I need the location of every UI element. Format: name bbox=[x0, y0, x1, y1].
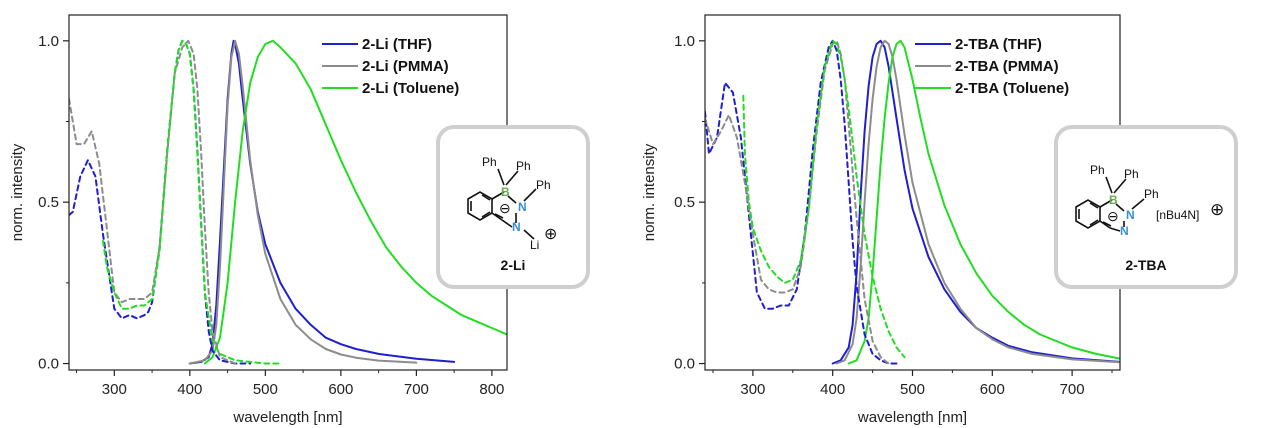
x-tick-label: 400 bbox=[820, 381, 845, 398]
inset-atom-ph-3: Ph bbox=[536, 178, 551, 192]
series-line-2-tba-toluene bbox=[847, 39, 1120, 365]
x-tick-label: 700 bbox=[404, 381, 429, 398]
inset-charge-plus: ⊕ bbox=[1210, 200, 1224, 219]
inset-atom-ph-1: Ph bbox=[1090, 163, 1105, 177]
x-tick-label: 300 bbox=[740, 381, 765, 398]
legend-entry: 2-TBA (THF) bbox=[955, 36, 1042, 53]
legend-entry: 2-TBA (PMMA) bbox=[955, 58, 1059, 75]
benzodiazaborine-structure-icon bbox=[1075, 176, 1145, 232]
legend-entry: 2-Li (PMMA) bbox=[362, 58, 449, 75]
x-tick-label: 500 bbox=[900, 381, 925, 398]
series-line-dashed-4 bbox=[69, 39, 237, 365]
legend-entry: 2-Li (THF) bbox=[362, 36, 432, 53]
inset-atom-n-2: N bbox=[512, 220, 521, 234]
series-line-2-li-thf bbox=[188, 39, 456, 365]
inset-atom-li: Li bbox=[530, 238, 539, 252]
inset-atom-b: B bbox=[501, 185, 510, 199]
x-axis-title: wavelength [nm] bbox=[232, 409, 342, 426]
series-line-dashed-5 bbox=[742, 39, 906, 359]
inset-atom-ph-2: Ph bbox=[516, 159, 531, 173]
x-tick-label: 500 bbox=[253, 381, 278, 398]
series-line-dashed-4 bbox=[705, 39, 890, 365]
inset-charge-plus: ⊕ bbox=[544, 226, 557, 243]
y-tick-label: 1.0 bbox=[674, 33, 695, 50]
y-axis-title: norm. intensity bbox=[641, 143, 658, 241]
inset-atom-ph-1: Ph bbox=[482, 155, 497, 169]
inset-atom-ph-3: Ph bbox=[1144, 187, 1159, 201]
inset-atom-ph-2: Ph bbox=[1124, 167, 1139, 181]
inset-atom-n-1: N bbox=[1126, 208, 1135, 222]
y-tick-label: 0.5 bbox=[38, 194, 59, 211]
benzodiazaborine-structure-icon bbox=[467, 168, 537, 240]
x-tick-label: 600 bbox=[328, 381, 353, 398]
inset-charge-minus: ⊖ bbox=[499, 200, 511, 216]
x-tick-label: 700 bbox=[1060, 381, 1085, 398]
x-tick-label: 800 bbox=[479, 381, 504, 398]
series-line-dashed-3 bbox=[705, 39, 898, 365]
chart-left-2-li: 300 400 500 600 700 800 0.0 0.5 1.0 wavelength [n… bbox=[9, 14, 590, 426]
x-tick-label: 400 bbox=[177, 381, 202, 398]
inset-counterion: [nBu4N] bbox=[1156, 208, 1199, 222]
y-axis-title: norm. intensity bbox=[9, 143, 26, 241]
x-tick-label: 300 bbox=[102, 381, 127, 398]
inset-atom-b: B bbox=[1109, 193, 1118, 207]
inset-label-2-li: 2-Li bbox=[501, 257, 526, 273]
y-tick-label: 1.0 bbox=[38, 33, 59, 50]
inset-2-tba: Ph Ph Ph B N N ⊖ [nBu4N] ⊕ 2-TBA bbox=[1054, 125, 1238, 289]
y-tick-label: 0.0 bbox=[38, 356, 59, 373]
inset-label-2-tba: 2-TBA bbox=[1125, 257, 1166, 273]
y-tick-label: 0.0 bbox=[674, 356, 695, 373]
series-line-2-tba-thf bbox=[831, 39, 1120, 365]
inset-2-li: Ph Ph Ph B N N Li ⊖ ⊕ 2-Li bbox=[436, 125, 590, 289]
y-tick-label: 0.5 bbox=[674, 194, 695, 211]
legend-entry: 2-TBA (Toluene) bbox=[955, 80, 1069, 97]
chart-right-2-tba: 300 400 500 600 700 0.0 0.5 1.0 wavelength [nm] n… bbox=[641, 14, 1238, 426]
x-axis-title: wavelength [nm] bbox=[857, 409, 967, 426]
series-line-dashed-5 bbox=[102, 39, 282, 365]
inset-charge-minus: ⊖ bbox=[1107, 208, 1119, 224]
inset-atom-n-1: N bbox=[518, 200, 527, 214]
series-line-2-li-pmma bbox=[188, 39, 418, 365]
x-tick-label: 600 bbox=[980, 381, 1005, 398]
series-line-2-li-toluene bbox=[203, 39, 507, 365]
inset-atom-n-2: N bbox=[1120, 224, 1129, 238]
legend-entry: 2-Li (Toluene) bbox=[362, 80, 459, 97]
